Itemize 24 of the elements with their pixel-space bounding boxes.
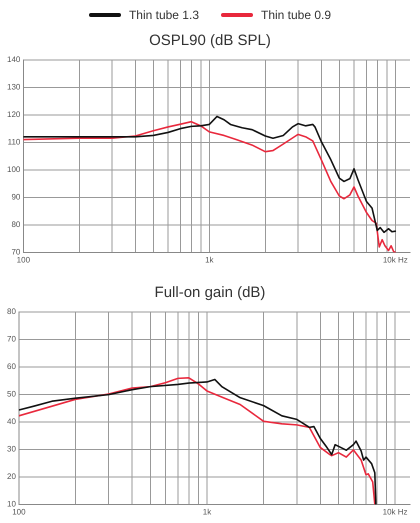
y-tick-label: 130 bbox=[6, 82, 21, 92]
y-tick-label: 90 bbox=[11, 192, 21, 202]
y-tick-label: 60 bbox=[6, 362, 16, 372]
chart-title: Full-on gain (dB) bbox=[154, 283, 266, 303]
y-tick-label: 50 bbox=[6, 390, 16, 399]
x-tick-label: 1k bbox=[202, 507, 212, 516]
y-tick-label: 140 bbox=[6, 55, 21, 64]
chart-title: OSPL90 (dB SPL) bbox=[148, 31, 272, 51]
y-tick-label: 80 bbox=[11, 220, 21, 230]
y-tick-label: 70 bbox=[11, 248, 21, 257]
x-tick-label: 10k Hz bbox=[382, 507, 408, 516]
legend-label: Thin tube 1.3 bbox=[128, 8, 199, 22]
y-tick-label: 110 bbox=[8, 138, 21, 147]
x-tick-label: 1k bbox=[205, 255, 215, 264]
legend-label: Thin tube 0.9 bbox=[261, 8, 332, 22]
y-tick-label: 30 bbox=[6, 444, 16, 454]
y-tick-label: 40 bbox=[6, 417, 16, 426]
y-tick-label: 100 bbox=[6, 165, 21, 174]
x-tick-label: 10k Hz bbox=[382, 255, 408, 264]
y-tick-label: 20 bbox=[6, 472, 16, 482]
y-tick-label: 70 bbox=[6, 334, 16, 344]
y-tick-label: 80 bbox=[6, 307, 16, 316]
y-tick-label: 120 bbox=[6, 110, 21, 120]
y-tick-label: 10 bbox=[6, 500, 16, 509]
